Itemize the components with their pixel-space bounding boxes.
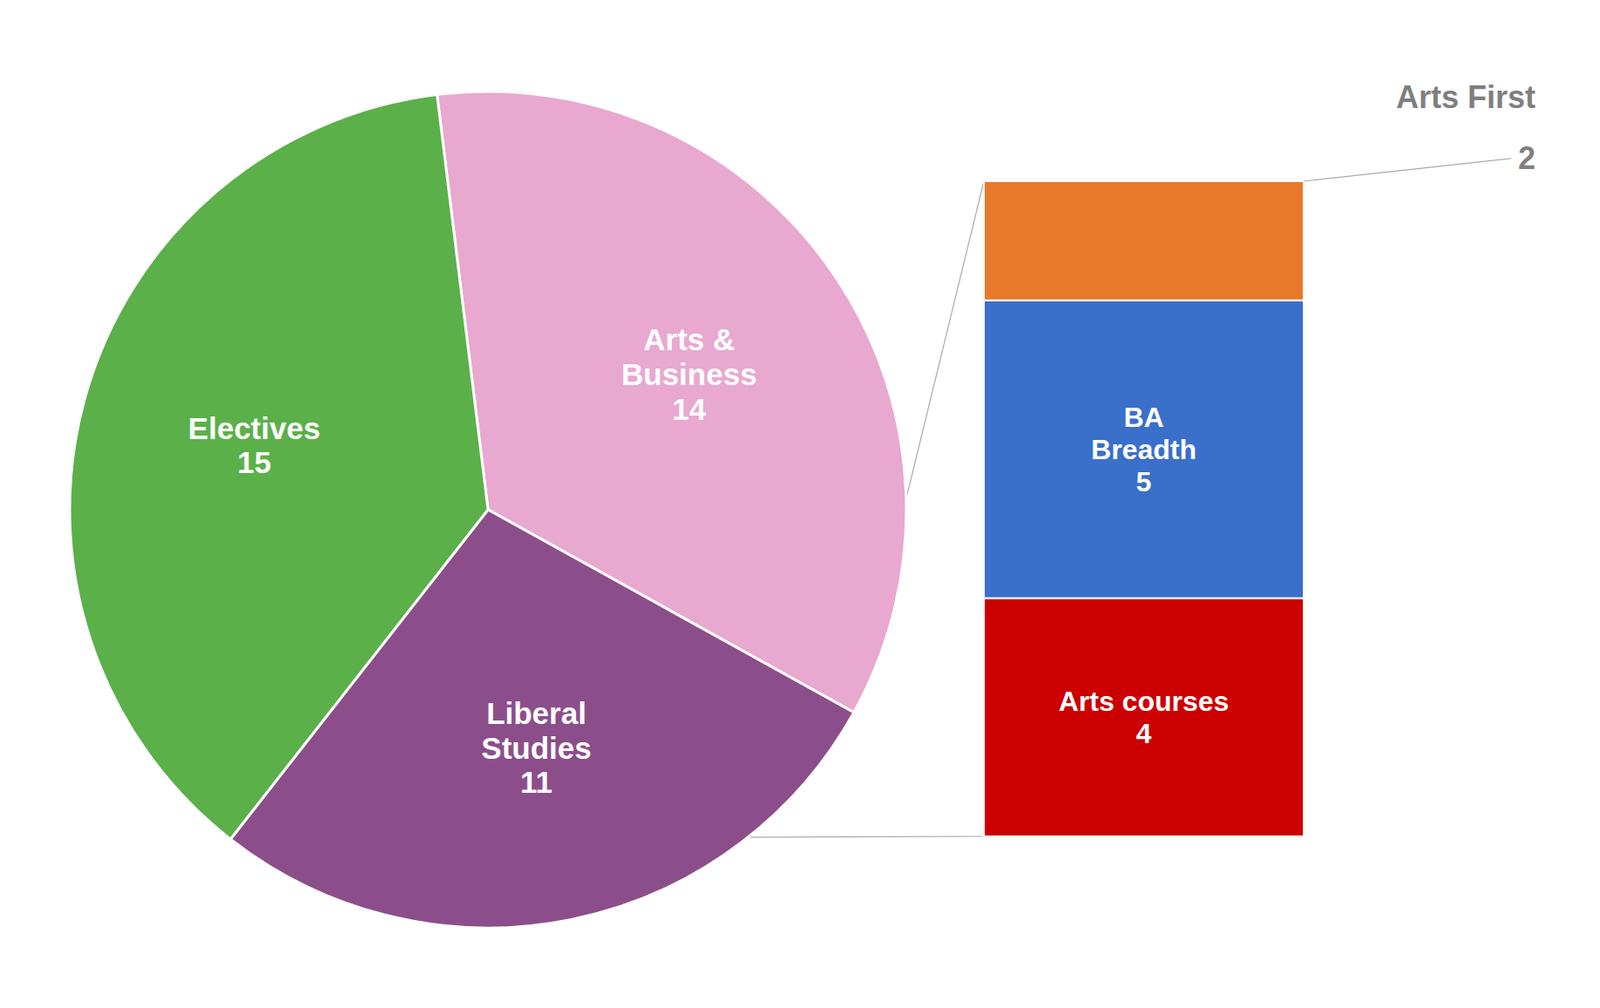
segment-value: 5 (1136, 466, 1153, 498)
slice-value: 11 (520, 765, 553, 800)
bar-segment (983, 300, 1304, 599)
segment-value: 4 (1136, 718, 1153, 750)
slice-value: 15 (237, 445, 272, 480)
slice-label: Electives (188, 410, 321, 445)
text-line: Breadth (1091, 433, 1197, 466)
callout-line (1303, 158, 1512, 182)
pie: Arts &Business14 LiberalStudies11 Elective… (69, 91, 907, 929)
segment-label: BABreadth (1091, 401, 1197, 466)
text-line: Arts First (1396, 79, 1536, 116)
bar-segment (983, 181, 1304, 301)
chart-canvas: Arts &Business14 LiberalStudies11 Elective… (0, 0, 1600, 1008)
bar-segment (983, 598, 1304, 837)
slice-label: Arts &Business (621, 322, 758, 392)
callout-value: 2 (1518, 140, 1536, 177)
text-line: Liberal (486, 695, 587, 730)
pie-slice (69, 94, 489, 841)
slice-label: LiberalStudies (481, 695, 591, 765)
bars (983, 181, 1304, 837)
text-line: Arts & (643, 322, 735, 357)
text-line: Business (621, 357, 758, 392)
callout-label: Arts First (1396, 79, 1536, 116)
text-line: Studies (481, 730, 591, 765)
slice-value: 14 (671, 392, 706, 427)
text-line: Electives (188, 410, 321, 445)
background (0, 0, 1600, 1008)
text-line: BA (1123, 401, 1164, 434)
segment-label: Arts courses (1058, 685, 1230, 718)
bar-labels: Arts courses4 BABreadth5 Arts First 2 (1058, 79, 1536, 749)
text-line: Arts courses (1058, 685, 1230, 718)
